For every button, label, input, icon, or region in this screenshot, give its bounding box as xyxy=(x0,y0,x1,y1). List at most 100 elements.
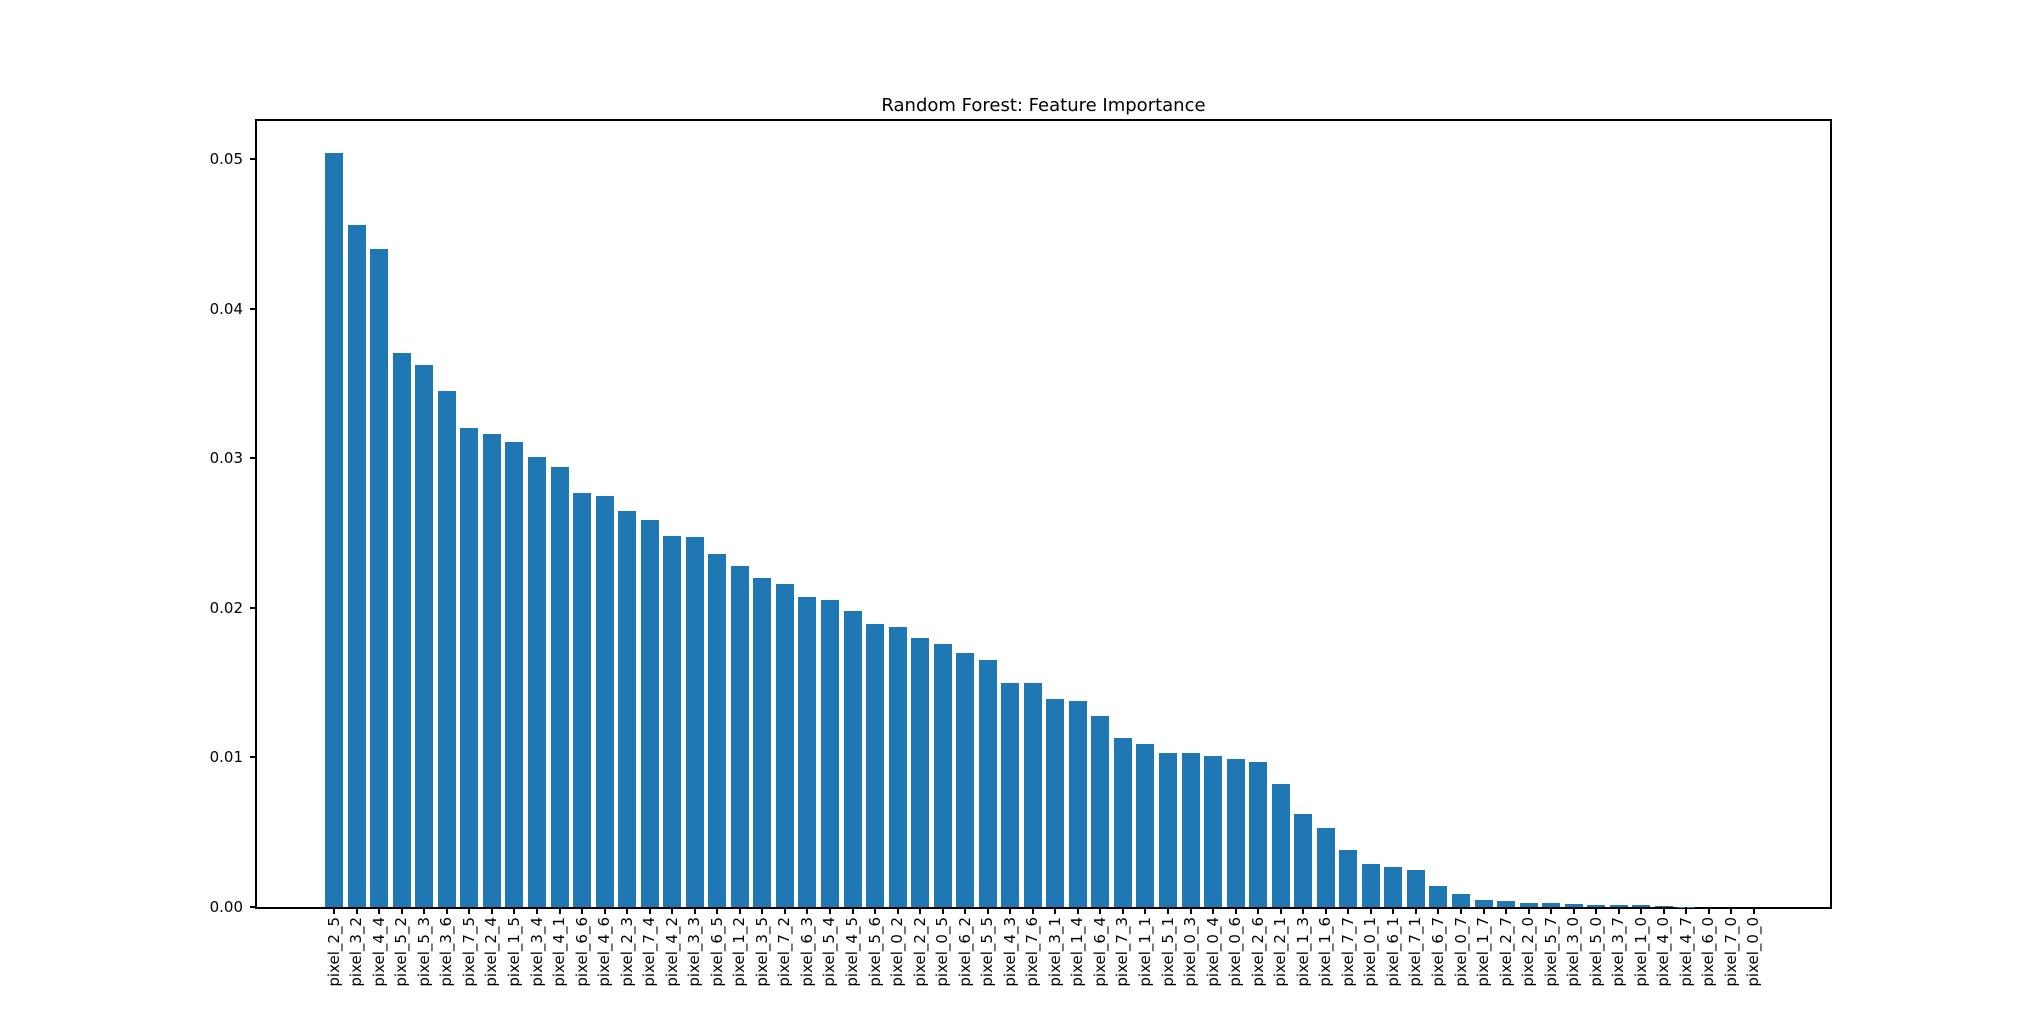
bar xyxy=(392,353,411,907)
x-tick-label: pixel_5_6 xyxy=(865,917,884,987)
x-tick-mark xyxy=(1572,907,1575,914)
x-tick-label: pixel_4_3 xyxy=(1000,917,1019,987)
x-tick-mark xyxy=(693,907,696,914)
bar xyxy=(1091,715,1110,907)
x-tick-mark xyxy=(558,907,561,914)
bar xyxy=(460,428,479,907)
x-tick-mark xyxy=(400,907,403,914)
bar xyxy=(730,565,749,907)
x-tick-label: pixel_4_7 xyxy=(1676,917,1695,987)
y-tick-label: 0.01 xyxy=(209,748,243,767)
x-tick-mark xyxy=(671,907,674,914)
x-tick-mark xyxy=(1707,907,1710,914)
bar xyxy=(370,248,389,907)
x-tick-label: pixel_1_0 xyxy=(1631,917,1650,987)
x-tick-mark xyxy=(355,907,358,914)
bar xyxy=(325,153,344,907)
x-tick-label: pixel_2_4 xyxy=(482,917,501,987)
x-tick-label: pixel_3_6 xyxy=(437,917,456,987)
bar xyxy=(956,652,975,907)
x-tick-label: pixel_0_5 xyxy=(933,917,952,987)
x-tick-mark xyxy=(1662,907,1665,914)
x-tick-label: pixel_4_2 xyxy=(662,917,681,987)
x-tick-mark xyxy=(1752,907,1755,914)
x-tick-label: pixel_0_0 xyxy=(1744,917,1763,987)
bar xyxy=(820,600,839,907)
bar xyxy=(1249,761,1268,907)
bar xyxy=(1587,904,1606,907)
bar xyxy=(1384,866,1403,907)
bar xyxy=(1361,863,1380,907)
x-tick-label: pixel_0_6 xyxy=(1226,917,1245,987)
x-tick-mark xyxy=(1730,907,1733,914)
x-tick-mark xyxy=(1099,907,1102,914)
x-tick-label: pixel_7_7 xyxy=(1338,917,1357,987)
x-tick-mark xyxy=(1167,907,1170,914)
bar xyxy=(1181,752,1200,907)
bar xyxy=(595,495,614,907)
x-tick-label: pixel_7_2 xyxy=(775,917,794,987)
bar xyxy=(1204,755,1223,907)
x-tick-label: pixel_7_1 xyxy=(1406,917,1425,987)
x-tick-mark xyxy=(941,907,944,914)
x-tick-mark xyxy=(1685,907,1688,914)
x-tick-label: pixel_2_5 xyxy=(324,917,343,987)
x-tick-label: pixel_3_7 xyxy=(1609,917,1628,987)
x-tick-mark xyxy=(603,907,606,914)
x-tick-label: pixel_3_1 xyxy=(1045,917,1064,987)
bar xyxy=(1294,814,1313,907)
x-tick-mark xyxy=(964,907,967,914)
bar xyxy=(1068,700,1087,907)
bar xyxy=(753,577,772,907)
bar xyxy=(1474,899,1493,907)
bar xyxy=(1406,869,1425,907)
x-tick-mark xyxy=(738,907,741,914)
x-tick-label: pixel_2_1 xyxy=(1271,917,1290,987)
x-tick-label: pixel_0_2 xyxy=(888,917,907,987)
x-tick-mark xyxy=(1617,907,1620,914)
x-tick-label: pixel_4_6 xyxy=(595,917,614,987)
x-tick-mark xyxy=(423,907,426,914)
x-tick-mark xyxy=(1076,907,1079,914)
x-tick-mark xyxy=(1234,907,1237,914)
x-tick-mark xyxy=(378,907,381,914)
x-tick-label: pixel_7_0 xyxy=(1721,917,1740,987)
x-tick-mark xyxy=(626,907,629,914)
x-tick-mark xyxy=(1302,907,1305,914)
y-tick-mark xyxy=(250,756,257,759)
x-tick-label: pixel_7_3 xyxy=(1113,917,1132,987)
x-tick-label: pixel_3_2 xyxy=(347,917,366,987)
bar xyxy=(618,510,637,907)
chart-title: Random Forest: Feature Importance xyxy=(881,95,1206,116)
x-tick-mark xyxy=(1392,907,1395,914)
bar xyxy=(663,535,682,907)
y-tick-label: 0.03 xyxy=(209,449,243,468)
bar xyxy=(798,597,817,907)
x-tick-mark xyxy=(468,907,471,914)
x-tick-label: pixel_2_0 xyxy=(1519,917,1538,987)
x-tick-mark xyxy=(1031,907,1034,914)
bar xyxy=(978,660,997,907)
x-tick-mark xyxy=(761,907,764,914)
y-tick-mark xyxy=(250,457,257,460)
bar xyxy=(573,492,592,907)
x-tick-label: pixel_1_6 xyxy=(1316,917,1335,987)
x-tick-label: pixel_6_5 xyxy=(707,917,726,987)
x-tick-label: pixel_4_5 xyxy=(843,917,862,987)
bar xyxy=(1497,901,1516,907)
x-tick-mark xyxy=(1144,907,1147,914)
y-tick-label: 0.00 xyxy=(209,898,243,916)
x-tick-label: pixel_7_6 xyxy=(1023,917,1042,987)
x-tick-mark xyxy=(716,907,719,914)
x-tick-label: pixel_6_6 xyxy=(572,917,591,987)
x-tick-mark xyxy=(1414,907,1417,914)
x-tick-mark xyxy=(648,907,651,914)
x-tick-label: pixel_1_1 xyxy=(1135,917,1154,987)
x-tick-mark xyxy=(581,907,584,914)
bar xyxy=(1159,752,1178,907)
x-tick-mark xyxy=(919,907,922,914)
x-tick-mark xyxy=(1324,907,1327,914)
bar xyxy=(775,583,794,907)
bar xyxy=(1226,758,1245,907)
